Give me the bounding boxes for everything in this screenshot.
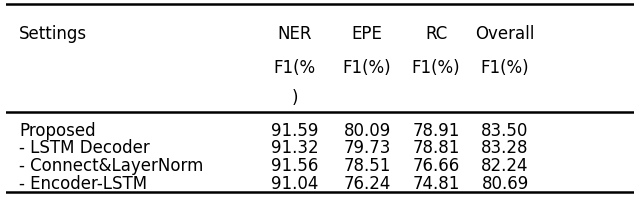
Text: F1(%): F1(%)	[481, 59, 529, 77]
Text: 76.66: 76.66	[412, 157, 460, 175]
Text: 78.51: 78.51	[343, 157, 391, 175]
Text: 91.56: 91.56	[271, 157, 319, 175]
Text: Overall: Overall	[476, 25, 534, 43]
Text: 74.81: 74.81	[412, 175, 460, 193]
Text: EPE: EPE	[351, 25, 383, 43]
Text: - Connect&LayerNorm: - Connect&LayerNorm	[19, 157, 204, 175]
Text: 83.28: 83.28	[481, 139, 529, 157]
Text: 79.73: 79.73	[343, 139, 391, 157]
Text: - LSTM Decoder: - LSTM Decoder	[19, 139, 150, 157]
Text: 80.09: 80.09	[344, 122, 390, 139]
Text: 91.04: 91.04	[271, 175, 319, 193]
Text: 91.59: 91.59	[271, 122, 319, 139]
Text: RC: RC	[425, 25, 447, 43]
Text: F1(%): F1(%)	[412, 59, 460, 77]
Text: 78.81: 78.81	[412, 139, 460, 157]
Text: NER: NER	[278, 25, 312, 43]
Text: F1(%: F1(%	[274, 59, 316, 77]
Text: 82.24: 82.24	[481, 157, 529, 175]
Text: 78.91: 78.91	[412, 122, 460, 139]
Text: Settings: Settings	[19, 25, 87, 43]
Text: 83.50: 83.50	[481, 122, 529, 139]
Text: 91.32: 91.32	[271, 139, 319, 157]
Text: - Encoder-LSTM: - Encoder-LSTM	[19, 175, 147, 193]
Text: F1(%): F1(%)	[343, 59, 391, 77]
Text: 80.69: 80.69	[481, 175, 529, 193]
Text: 76.24: 76.24	[343, 175, 391, 193]
Text: Proposed: Proposed	[19, 122, 95, 139]
Text: ): )	[292, 89, 298, 107]
